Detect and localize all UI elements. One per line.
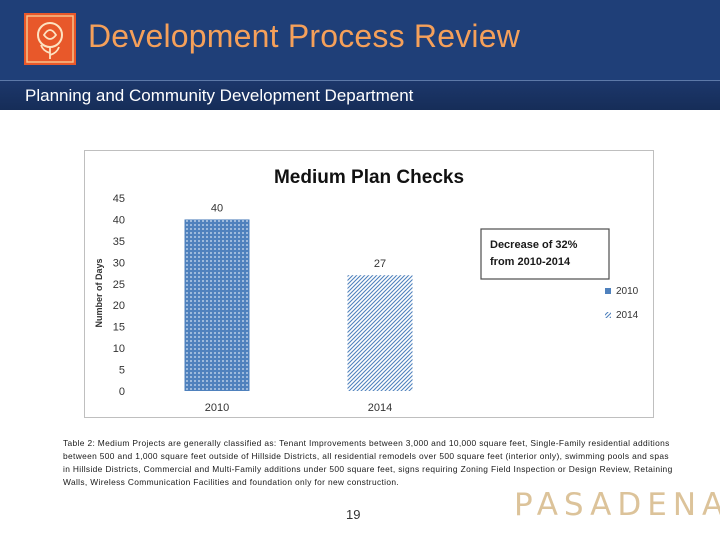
annotation-box: Decrease of 32% from 2010-2014 bbox=[480, 228, 610, 280]
y-tick-label: 45 bbox=[113, 193, 125, 205]
y-tick-label: 10 bbox=[113, 343, 125, 355]
legend-label: 2014 bbox=[616, 310, 639, 321]
y-tick-label: 0 bbox=[119, 386, 125, 398]
chart-title: Medium Plan Checks bbox=[274, 167, 464, 188]
legend-swatch-2014 bbox=[605, 312, 611, 318]
annotation-line-1: Decrease of 32% bbox=[490, 239, 578, 251]
data-label: 40 bbox=[211, 202, 223, 214]
y-tick-label: 25 bbox=[113, 279, 125, 291]
bar-chart: Medium Plan Checks Number of Days 0 5 10 15… bbox=[94, 167, 639, 414]
x-tick-label: 2014 bbox=[368, 402, 392, 414]
y-tick-label: 5 bbox=[119, 365, 125, 377]
department-subtitle: Planning and Community Development Depar… bbox=[25, 86, 414, 105]
rose-logo-icon bbox=[24, 13, 76, 65]
pasadena-wordmark: PASADENA bbox=[514, 487, 720, 523]
x-tick-label: 2010 bbox=[205, 402, 229, 414]
data-label: 27 bbox=[374, 258, 386, 270]
y-axis-label: Number of Days bbox=[94, 258, 104, 327]
page-number: 19 bbox=[346, 507, 361, 522]
bar-2010 bbox=[184, 219, 250, 391]
subtitle-bar: Planning and Community Development Depar… bbox=[0, 80, 720, 110]
title-bar: Development Process Review bbox=[0, 0, 720, 80]
legend-label: 2010 bbox=[616, 286, 639, 297]
bar-2014 bbox=[347, 275, 413, 391]
y-tick-label: 15 bbox=[113, 322, 125, 334]
chart-container: Medium Plan Checks Number of Days 0 5 10 15… bbox=[84, 150, 654, 418]
annotation-line-2: from 2010-2014 bbox=[490, 256, 571, 268]
y-tick-label: 30 bbox=[113, 257, 125, 269]
legend-swatch-2010 bbox=[605, 288, 611, 294]
y-tick-label: 35 bbox=[113, 236, 125, 248]
y-tick-label: 40 bbox=[113, 214, 125, 226]
table-caption: Table 2: Medium Projects are generally c… bbox=[63, 438, 673, 487]
y-tick-label: 20 bbox=[113, 300, 125, 312]
page-title: Development Process Review bbox=[88, 18, 521, 54]
